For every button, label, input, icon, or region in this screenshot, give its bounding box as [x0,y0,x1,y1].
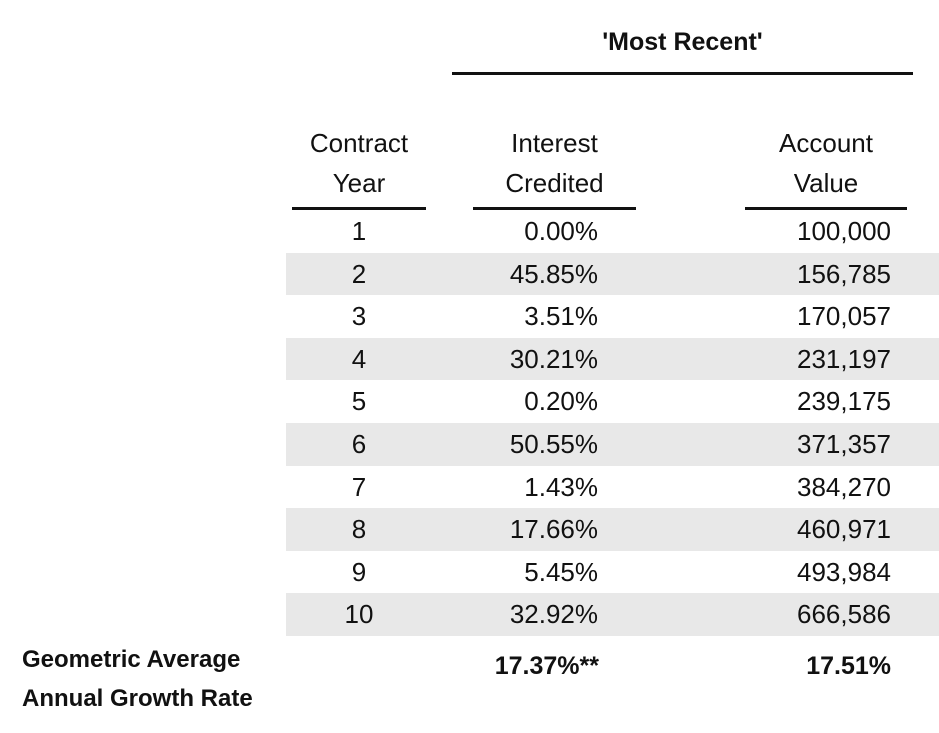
cell-contract-year: 8 [351,514,367,545]
cell-contract-year: 10 [344,599,374,630]
header-account-value-line-2: Value [793,168,859,198]
table-row: 1 0.00% 100,000 [286,210,939,253]
header-interest-credited-line-1: Interest [511,128,598,158]
cell-account-value: 371,357 [797,428,891,459]
table-row: 8 17.66% 460,971 [286,508,939,551]
header-rule-interest [473,207,636,210]
table-row: 3 3.51% 170,057 [286,295,939,338]
cell-contract-year: 9 [351,556,367,587]
cell-interest-credited: 17.66% [509,514,598,545]
cell-interest-credited: 30.21% [509,343,598,374]
header-account-value-line-1: Account [779,128,873,158]
cell-interest-credited: 32.92% [509,599,598,630]
cell-account-value: 100,000 [797,216,891,246]
cell-contract-year: 4 [351,343,367,374]
cell-contract-year: 6 [351,428,367,459]
table-row: 10 32.92% 666,586 [286,593,939,636]
group-divider [452,72,913,75]
cell-contract-year: 7 [351,471,367,502]
header-contract-year: Contract Year [292,123,426,203]
cell-contract-year: 1 [351,216,367,246]
footer-label-line-1: Geometric Average [22,646,241,673]
cell-account-value: 170,057 [797,301,891,332]
footer-label-line-2: Annual Growth Rate [22,685,253,712]
table-row: 9 5.45% 493,984 [286,551,939,594]
table-row: 4 30.21% 231,197 [286,337,939,381]
cell-account-value: 231,197 [797,343,891,374]
header-contract-year-line-2: Year [332,168,386,198]
cell-account-value: 384,270 [797,471,891,502]
cell-account-value: 156,785 [797,258,891,289]
cell-interest-credited: 45.85% [509,258,598,289]
table-row: 7 1.43% 384,270 [286,466,939,509]
table-body: 1 0.00% 100,000 2 45.85% 156,785 3 3.51%… [286,210,939,636]
cell-account-value: 239,175 [797,386,891,417]
cell-interest-credited: 3.51% [524,301,598,332]
table-row: 2 45.85% 156,785 [286,252,939,296]
cell-account-value: 666,586 [797,599,891,630]
cell-account-value: 460,971 [797,514,891,545]
header-interest-credited-line-2: Credited [505,168,604,198]
cell-contract-year: 3 [351,301,367,332]
header-rule-year [292,207,426,210]
header-interest-credited: Interest Credited [473,123,636,203]
header-contract-year-line-1: Contract [309,128,409,158]
cell-account-value: 493,984 [797,556,891,587]
cell-interest-credited: 1.43% [524,471,598,502]
cell-interest-credited: 0.20% [524,386,598,417]
table-row: 5 0.20% 239,175 [286,380,939,423]
cell-interest-credited: 0.00% [524,216,598,246]
footer-interest-rate: 17.37%** [494,652,599,680]
cell-interest-credited: 50.55% [509,428,598,459]
footer-label: Geometric Average Annual Growth Rate [22,640,253,718]
table-row: 6 50.55% 371,357 [286,422,939,466]
group-title: 'Most Recent' [602,28,763,56]
header-account-value: Account Value [745,123,907,203]
header-rule-account [745,207,907,210]
cell-contract-year: 5 [351,386,367,417]
cell-interest-credited: 5.45% [524,556,598,587]
cell-contract-year: 2 [351,258,367,289]
footer-account-rate: 17.51% [806,652,891,680]
